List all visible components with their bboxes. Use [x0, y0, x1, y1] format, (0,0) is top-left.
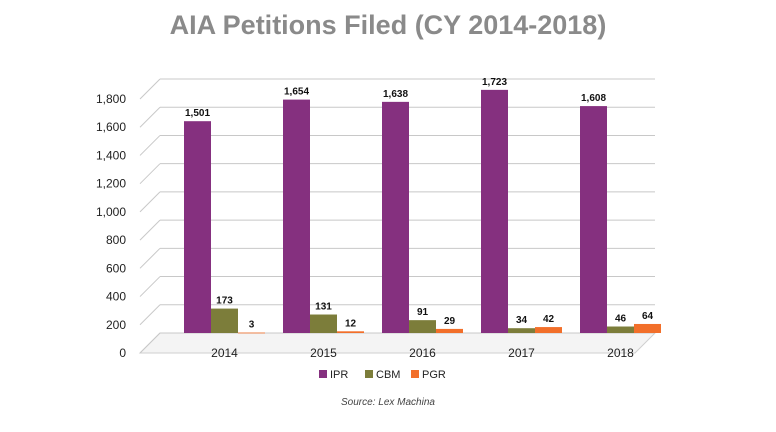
bar-ipr-2015	[283, 99, 310, 333]
bar-pgr-2014	[238, 332, 265, 334]
data-label: 1,654	[284, 87, 309, 98]
legend-swatch-cbm	[365, 370, 373, 378]
bar-cbm-2016	[409, 320, 436, 333]
data-label: 131	[315, 302, 332, 313]
data-label: 1,723	[482, 77, 507, 88]
y-tick-label: 1,400	[96, 148, 126, 162]
y-tick-label: 600	[106, 261, 126, 275]
data-label: 1,608	[581, 93, 606, 104]
bar-cbm-2017	[508, 328, 535, 333]
data-label: 12	[345, 318, 357, 329]
bar-cbm-2015	[310, 314, 337, 333]
legend-label-pgr: PGR	[422, 369, 446, 381]
x-tick-label: 2016	[409, 346, 436, 360]
data-label: 1,501	[185, 108, 210, 119]
gridline-depth	[139, 191, 161, 213]
bar-pgr-2016	[436, 328, 463, 333]
bar-ipr-2014	[184, 121, 211, 333]
data-label: 64	[642, 311, 654, 322]
bar-ipr-2017	[481, 89, 508, 333]
x-tick-label: 2015	[310, 346, 337, 360]
data-label: 42	[543, 314, 555, 325]
legend-swatch-ipr	[319, 370, 327, 378]
data-label: 34	[516, 315, 528, 326]
bar-pgr-2018	[634, 323, 661, 333]
data-label: 29	[444, 316, 456, 327]
bar-pgr-2017	[535, 327, 562, 333]
gridline-depth	[139, 304, 161, 326]
data-label: 3	[249, 320, 255, 331]
gridline-depth	[139, 135, 161, 156]
y-tick-label: 400	[106, 290, 126, 304]
data-label: 46	[615, 314, 627, 325]
bar-ipr-2016	[382, 101, 409, 333]
legend-swatch-pgr	[411, 370, 419, 378]
y-tick-label: 800	[106, 233, 126, 247]
bar-pgr-2015	[337, 331, 364, 333]
x-tick-label: 2014	[211, 346, 238, 360]
bar-cbm-2014	[211, 308, 238, 333]
y-tick-label: 0	[119, 346, 126, 360]
gridline-depth	[139, 332, 161, 354]
source-note: Source: Lex Machina	[341, 397, 435, 408]
gridline-depth	[139, 78, 161, 100]
y-tick-label: 1,600	[96, 120, 126, 134]
legend-label-ipr: IPR	[330, 369, 348, 381]
gridline-depth	[139, 163, 161, 185]
y-tick-label: 200	[106, 318, 126, 332]
gridline-depth	[139, 106, 161, 128]
y-tick-label: 1,000	[96, 205, 126, 219]
bar-ipr-2018	[580, 106, 607, 334]
data-label: 91	[417, 307, 429, 318]
data-label: 1,638	[383, 89, 408, 100]
chart-title: AIA Petitions Filed (CY 2014-2018)	[169, 10, 607, 40]
data-label: 173	[216, 296, 233, 307]
legend-label-cbm: CBM	[376, 369, 400, 381]
x-tick-label: 2017	[508, 346, 535, 360]
bar-cbm-2018	[607, 326, 634, 333]
x-tick-label: 2018	[607, 346, 634, 360]
y-tick-label: 1,200	[96, 177, 126, 191]
gridline-depth	[139, 247, 161, 269]
y-tick-label: 1,800	[96, 92, 126, 106]
gridline-depth	[139, 219, 161, 241]
gridline-depth	[139, 276, 161, 297]
